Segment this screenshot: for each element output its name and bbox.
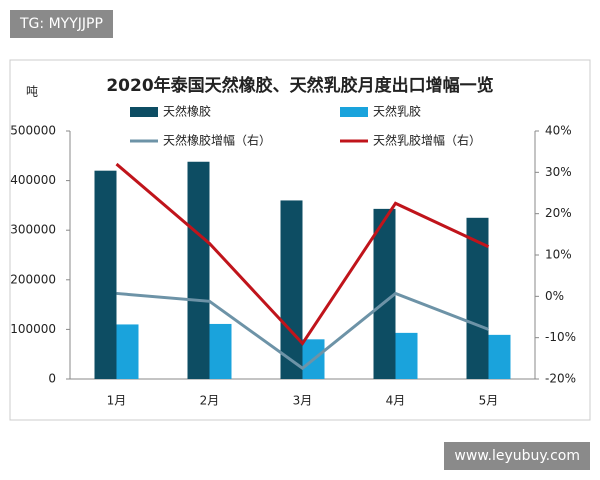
bar — [488, 334, 511, 379]
y-axis-label: 吨 — [26, 85, 38, 99]
legend-label: 天然乳胶 — [373, 104, 421, 119]
line-series — [115, 162, 490, 346]
y2-tick-label: 10% — [545, 248, 572, 262]
y-tick-label: 400000 — [10, 173, 56, 187]
bar — [280, 200, 303, 379]
bar — [94, 170, 117, 379]
legend-label: 天然橡胶 — [163, 104, 211, 119]
y-tick-label: 500000 — [10, 124, 56, 138]
watermark: www.leyubuy.com — [444, 442, 590, 470]
y2-tick-label: 30% — [545, 165, 572, 179]
line-series — [116, 291, 490, 371]
y-tick-label: 200000 — [10, 272, 56, 286]
x-tick-label: 1月 — [107, 394, 127, 408]
x-tick-label: 4月 — [386, 394, 406, 408]
bar — [466, 217, 489, 379]
watermark: TG: MYYJJPP — [10, 10, 113, 38]
bar — [373, 208, 396, 379]
y-tick-label: 0 — [48, 372, 56, 386]
bar — [116, 324, 139, 379]
y2-tick-label: 40% — [545, 124, 572, 138]
y2-tick-label: 20% — [545, 206, 572, 220]
x-tick-label: 3月 — [293, 394, 313, 408]
x-tick-label: 5月 — [479, 394, 499, 408]
legend-label: 天然橡胶增幅（右） — [163, 133, 271, 148]
bar — [187, 161, 210, 379]
legend-label: 天然乳胶增幅（右） — [373, 133, 481, 148]
y2-tick-label: 0% — [545, 289, 564, 303]
y2-tick-label: -20% — [545, 372, 576, 386]
legend-swatch — [340, 107, 368, 117]
bar — [209, 323, 232, 379]
legend-swatch — [130, 107, 158, 117]
y2-tick-label: -10% — [545, 330, 576, 344]
x-tick-label: 2月 — [200, 394, 220, 408]
y-tick-label: 100000 — [10, 322, 56, 336]
chart-title: 2020年泰国天然橡胶、天然乳胶月度出口增幅一览 — [106, 75, 493, 96]
y-tick-label: 300000 — [10, 223, 56, 237]
bar — [395, 332, 418, 379]
